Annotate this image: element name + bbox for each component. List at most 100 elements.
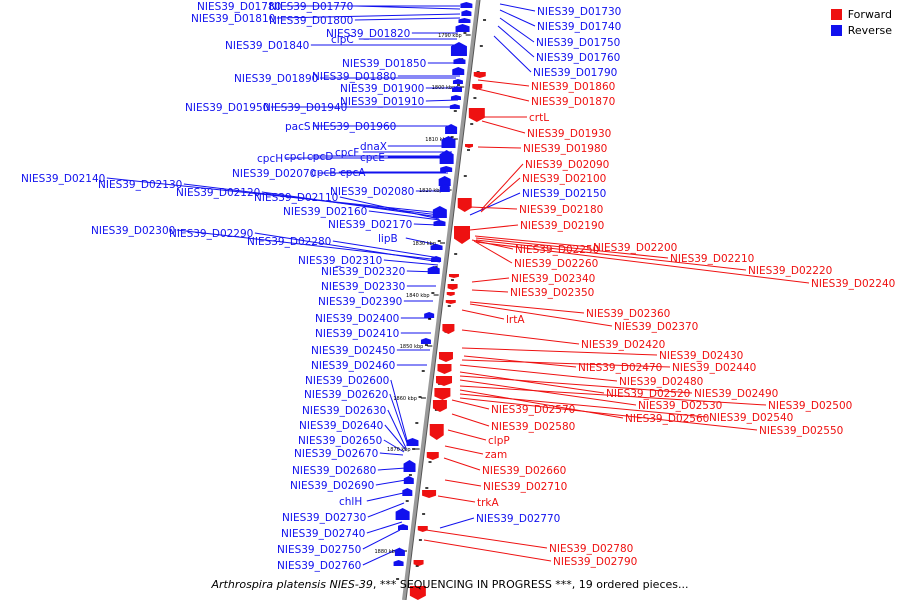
reverse-gene-label-24: cpcA xyxy=(340,167,366,179)
leader-line xyxy=(367,502,405,518)
forward-gene-feature xyxy=(442,324,455,334)
forward-gene-feature xyxy=(472,84,483,90)
forward-gene-label-32: NIES39_D02580 xyxy=(491,421,575,433)
reverse-gene-feature xyxy=(402,488,413,496)
reverse-gene-label-16: dnaX xyxy=(360,141,387,153)
leader-line xyxy=(469,303,613,327)
leader-line xyxy=(425,99,459,102)
forward-gene-label-36: NIES39_D02660 xyxy=(482,465,566,477)
forward-gene-feature xyxy=(417,526,428,532)
reverse-gene-feature xyxy=(449,104,460,109)
leader-line xyxy=(477,146,522,149)
reverse-gene-feature xyxy=(398,524,409,530)
forward-gene-feature xyxy=(434,388,451,400)
reverse-gene-feature xyxy=(403,476,414,484)
forward-gene-label-28: NIES39_D02500 xyxy=(768,400,852,412)
reverse-gene-label-6: NIES39_D01840 xyxy=(225,40,309,52)
leader-line xyxy=(405,237,439,246)
reverse-gene-feature xyxy=(438,176,451,186)
legend-reverse: Reverse xyxy=(830,24,892,37)
reverse-gene-feature xyxy=(440,166,453,172)
leader-line xyxy=(443,457,481,471)
leader-line xyxy=(332,240,441,259)
reverse-gene-feature xyxy=(441,136,456,148)
reverse-gene-label-12: NIES39_D01950 xyxy=(185,102,269,114)
leader-line xyxy=(461,309,505,320)
leader-line xyxy=(477,88,530,102)
legend-reverse-swatch xyxy=(830,25,842,36)
legend: Forward Reverse xyxy=(830,8,892,40)
forward-gene-feature xyxy=(429,424,444,440)
leader-line xyxy=(254,232,441,263)
forward-gene-label-26: NIES39_D02490 xyxy=(694,388,778,400)
forward-gene-feature xyxy=(457,198,472,212)
forward-gene-label-3: NIES39_D01930 xyxy=(527,128,611,140)
reverse-gene-label-36: NIES39_D02310 xyxy=(298,255,382,267)
reverse-gene-label-0: NIES39_D01780 xyxy=(197,1,281,13)
reverse-gene-label-9: NIES39_D01880 xyxy=(312,71,396,83)
reverse-gene-feature xyxy=(433,220,446,226)
forward-gene-label-30: NIES39_D02560 xyxy=(625,413,709,425)
leader-line xyxy=(339,196,440,220)
leader-line xyxy=(475,241,810,284)
leader-line xyxy=(362,547,401,566)
leader-line xyxy=(423,539,552,562)
forward-gene-label-38: trkA xyxy=(477,497,500,509)
reverse-gene-label-3: NIES39_D01800 xyxy=(269,15,353,27)
reverse-gene-feature xyxy=(450,42,467,56)
reverse-gene-feature xyxy=(424,312,435,318)
reverse-gene-label-38: NIES39_D02330 xyxy=(321,281,405,293)
leader-line xyxy=(459,371,605,394)
reverse-gene-label-31: NIES39_D02170 xyxy=(328,219,412,231)
genome-axis: 1790 kbp 1800 kbp 1810 kbp 1820 kbp 1830 kbp… xyxy=(374,0,487,600)
reverse-gene-feature xyxy=(430,244,443,250)
reverse-gene-label-32: NIES39_D02300 xyxy=(91,225,175,237)
forward-gene-label-22: NIES39_D02470 xyxy=(578,362,662,374)
leader-line xyxy=(459,397,758,431)
forward-gene-label-62: NIES39_D02150 xyxy=(522,188,606,200)
leader-line xyxy=(459,375,693,394)
reverse-gene-label-52: chlH xyxy=(339,496,362,508)
reverse-gene-feature xyxy=(431,256,442,262)
forward-gene-feature xyxy=(468,108,485,122)
forward-gene-feature xyxy=(448,274,459,278)
figure-caption: Arthrospira platensis NIES-39, *** SEQUE… xyxy=(0,578,900,591)
leader-line xyxy=(471,289,509,293)
leader-line xyxy=(481,120,526,134)
leader-line xyxy=(499,9,536,27)
leader-line xyxy=(473,240,513,264)
forward-gene-label-59: NIES39_D01750 xyxy=(536,37,620,49)
forward-gene-feature xyxy=(426,452,439,460)
reverse-gene-feature xyxy=(453,58,466,64)
reverse-gene-label-13: NIES39_D01940 xyxy=(263,102,347,114)
reverse-gene-label-43: NIES39_D02460 xyxy=(311,360,395,372)
reverse-gene-feature xyxy=(439,150,454,164)
scale-tick-label: 1880 kbp xyxy=(374,549,398,555)
leader-line xyxy=(459,393,708,418)
forward-gene-label-60: NIES39_D01760 xyxy=(536,52,620,64)
forward-gene-feature xyxy=(436,376,453,386)
leader-line xyxy=(459,379,637,406)
forward-gene-label-33: NIES39_D02550 xyxy=(759,425,843,437)
legend-reverse-label: Reverse xyxy=(847,24,892,37)
leader-line xyxy=(377,467,407,471)
leader-line xyxy=(461,347,658,356)
forward-gene-label-19: NIES39_D02370 xyxy=(614,321,698,333)
leader-line xyxy=(475,237,669,259)
leader-line xyxy=(469,192,521,216)
reverse-gene-feature xyxy=(452,67,465,75)
legend-forward-label: Forward xyxy=(847,8,892,21)
forward-gene-label-2: crtL xyxy=(529,112,549,124)
reverse-gene-label-33: NIES39_D02290 xyxy=(169,228,253,240)
leader-line xyxy=(461,329,580,345)
reverse-gene-label-51: NIES39_D02690 xyxy=(290,480,374,492)
forward-gene-label-58: NIES39_D01740 xyxy=(537,21,621,33)
scale-tick-label: 1800 kbp xyxy=(432,85,456,91)
reverse-gene-feature xyxy=(420,338,431,344)
forward-gene-label-20: NIES39_D02420 xyxy=(581,339,665,351)
forward-gene-feature xyxy=(446,292,455,296)
reverse-gene-label-40: NIES39_D02400 xyxy=(315,313,399,325)
leader-line xyxy=(379,452,404,456)
gene-features xyxy=(393,2,486,600)
reverse-gene-label-7: NIES39_D01850 xyxy=(342,58,426,70)
